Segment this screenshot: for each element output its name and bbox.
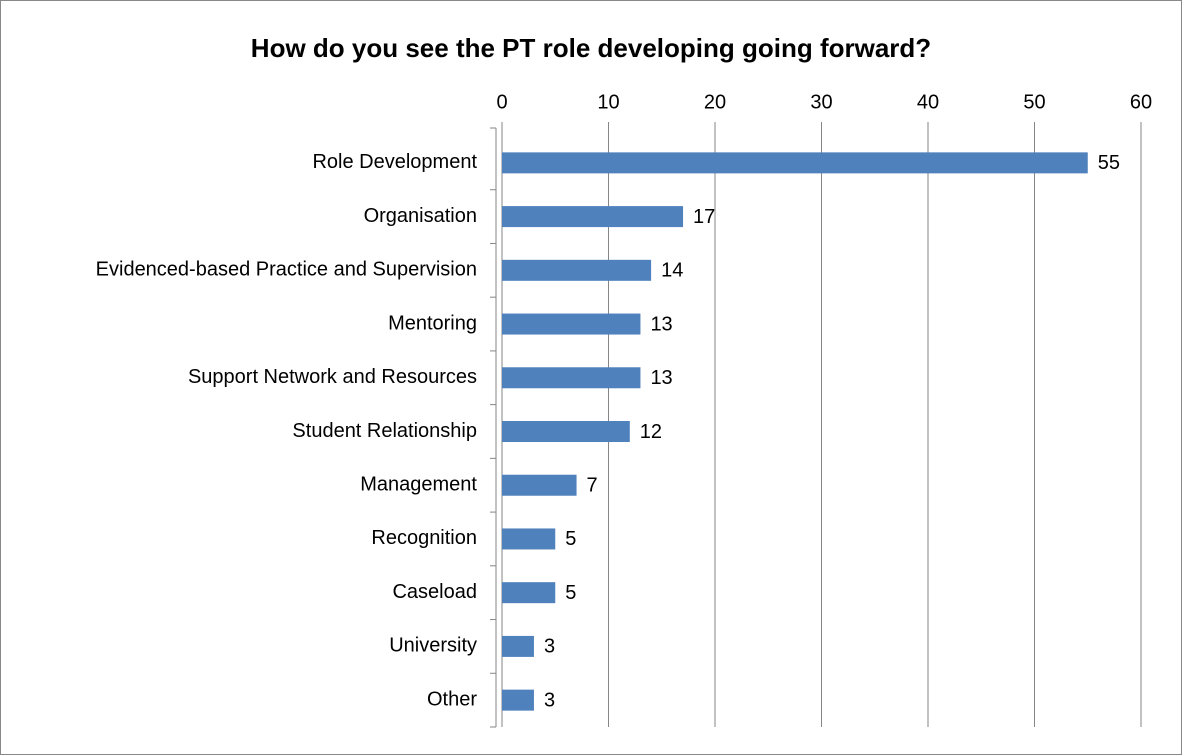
data-label: 5 [565,582,576,604]
bar [502,582,556,604]
x-tick-label: 20 [704,91,726,113]
data-label: 3 [544,689,555,711]
bar [502,528,556,550]
bar [502,206,684,228]
data-label: 17 [693,206,715,228]
x-tick-label: 10 [597,91,619,113]
data-label: 12 [640,421,662,443]
data-label: 5 [565,528,576,550]
x-tick-label: 40 [917,91,939,113]
data-label: 7 [587,475,598,497]
data-label: 55 [1098,152,1120,174]
data-label: 3 [544,636,555,658]
y-tick-label: Student Relationship [292,420,477,442]
x-tick-label: 50 [1023,91,1045,113]
bar [502,367,641,389]
y-tick-label: Recognition [371,527,477,549]
bar [502,152,1088,174]
y-tick-label: Support Network and Resources [188,366,477,388]
data-label: 14 [661,260,683,282]
y-tick-label: Organisation [364,205,477,227]
bar [502,474,577,496]
y-tick-label: Management [360,474,477,496]
bar [502,635,534,657]
y-tick-label: Evidenced-based Practice and Supervision [96,259,477,281]
y-tick-label: Mentoring [388,312,477,334]
y-tick-label: Caseload [392,581,477,603]
bar [502,313,641,335]
bar [502,259,652,281]
y-tick-label: University [389,635,477,657]
x-tick-label: 60 [1130,91,1152,113]
x-tick-label: 0 [496,91,507,113]
chart-title: How do you see the PT role developing go… [251,33,931,63]
bar [502,421,630,442]
bar [502,689,534,711]
y-tick-label: Role Development [312,151,477,173]
x-tick-label: 30 [810,91,832,113]
y-tick-label: Other [427,688,477,710]
data-label: 13 [650,313,672,335]
data-label: 13 [650,367,672,389]
